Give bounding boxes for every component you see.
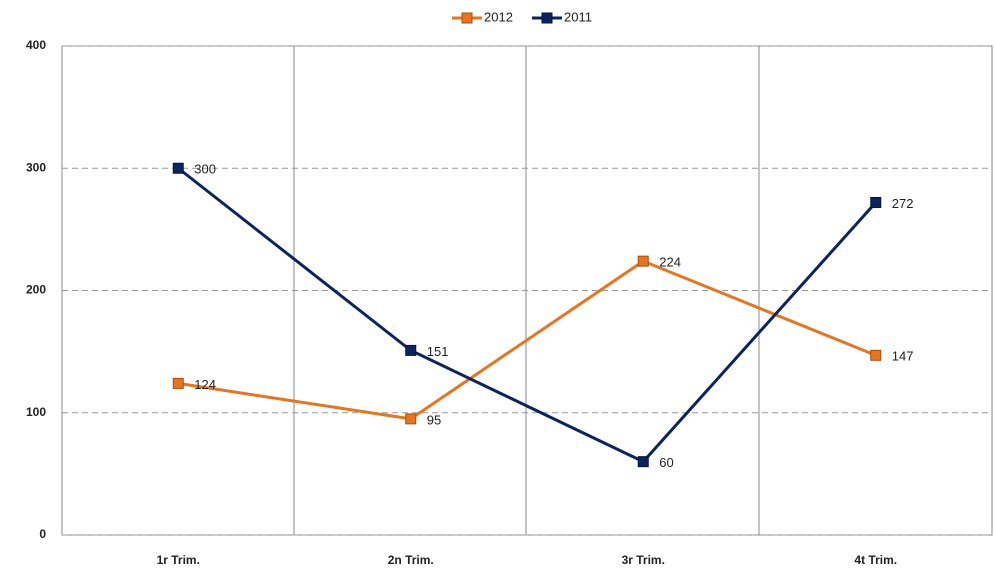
marker bbox=[172, 377, 184, 389]
marker bbox=[405, 344, 417, 356]
marker bbox=[870, 196, 882, 208]
x-tick-label: 3r Trim. bbox=[622, 553, 665, 567]
data-label: 151 bbox=[427, 344, 449, 359]
data-label: 272 bbox=[892, 196, 914, 211]
x-tick-label: 2n Trim. bbox=[388, 553, 434, 567]
legend-label: 2012 bbox=[484, 9, 513, 24]
x-tick-label: 1r Trim. bbox=[157, 553, 200, 567]
marker bbox=[637, 456, 649, 468]
y-tick-label: 400 bbox=[26, 38, 46, 52]
data-label: 60 bbox=[659, 455, 673, 470]
series-line bbox=[178, 259, 877, 421]
y-tick-label: 0 bbox=[39, 527, 46, 541]
data-label: 147 bbox=[892, 349, 914, 364]
x-tick-label: 4t Trim. bbox=[854, 553, 897, 567]
marker bbox=[405, 413, 417, 425]
series-line bbox=[177, 167, 877, 464]
legend-label: 2011 bbox=[564, 9, 592, 24]
data-label: 95 bbox=[427, 412, 441, 427]
data-label: 124 bbox=[194, 377, 216, 392]
marker bbox=[637, 255, 649, 267]
data-label: 300 bbox=[194, 162, 216, 177]
y-tick-label: 300 bbox=[26, 160, 46, 174]
marker bbox=[172, 162, 184, 174]
data-label: 224 bbox=[659, 255, 681, 270]
marker bbox=[870, 349, 882, 361]
legend-marker bbox=[461, 12, 473, 24]
legend-marker bbox=[541, 12, 553, 24]
y-tick-label: 100 bbox=[26, 405, 46, 419]
y-tick-label: 200 bbox=[26, 283, 46, 297]
